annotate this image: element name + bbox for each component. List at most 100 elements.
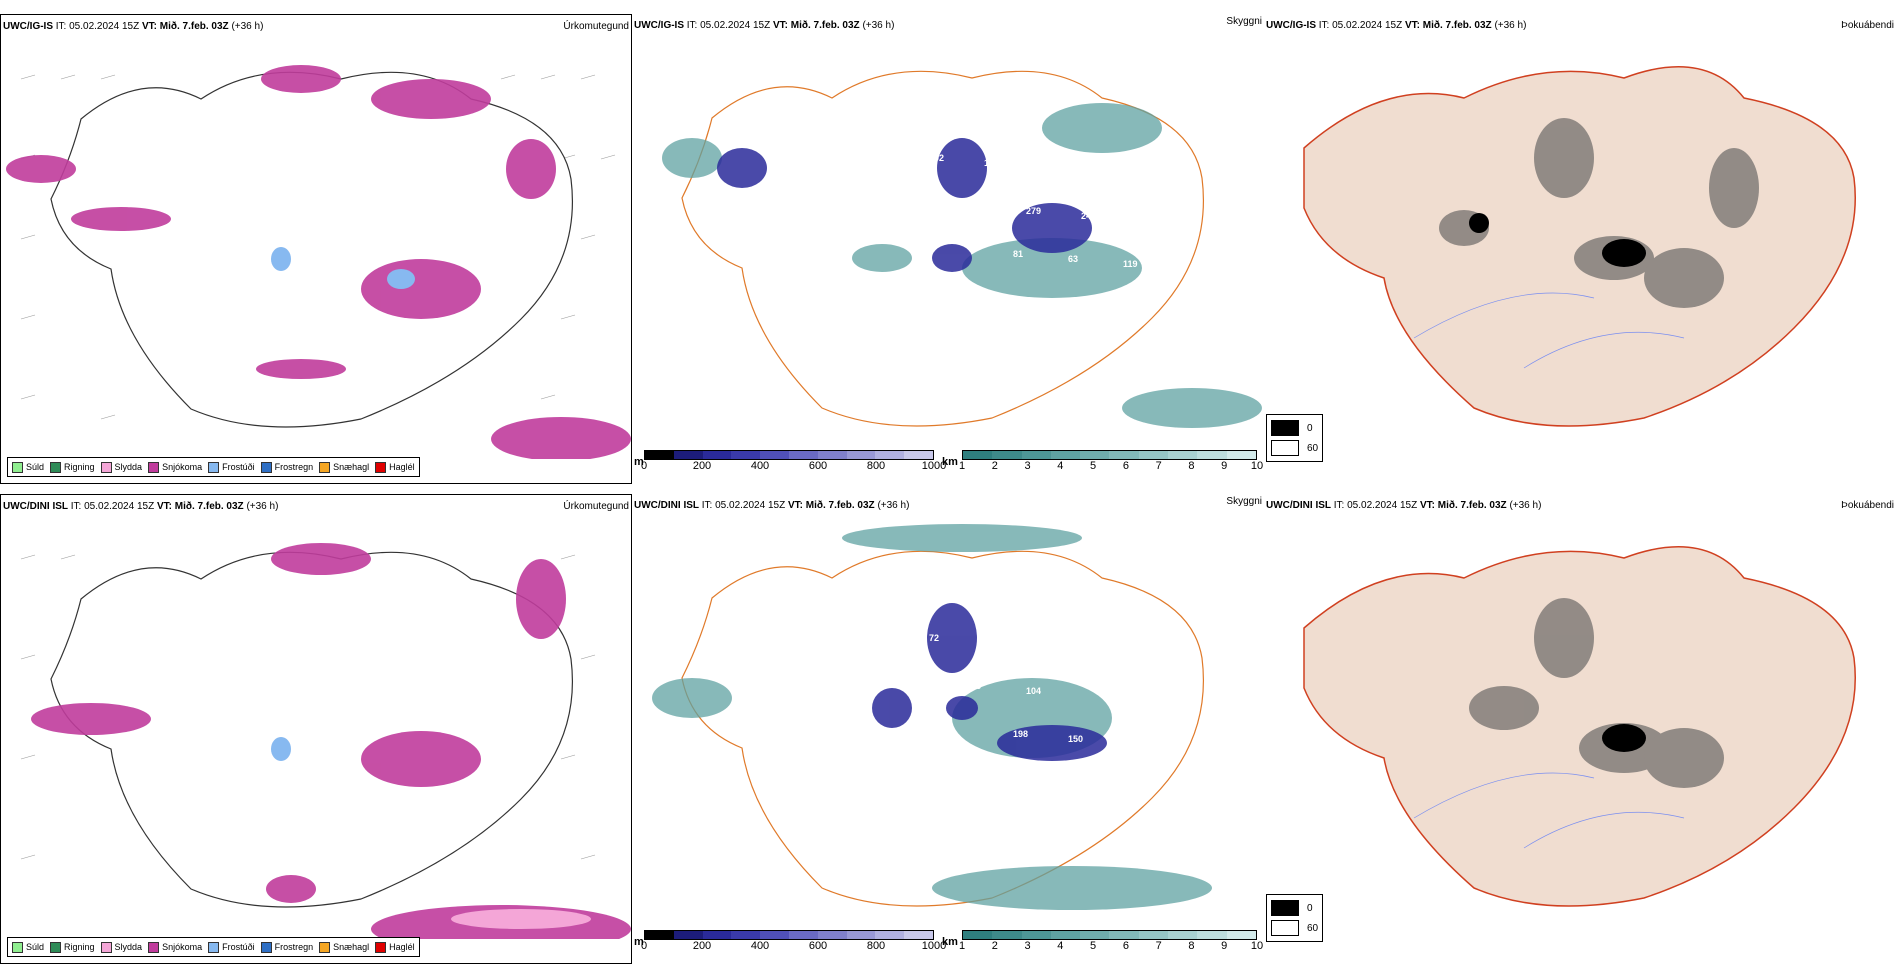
visibility-label: 350 [722, 90, 737, 100]
legend-item: Frostúði [208, 941, 255, 953]
colorbar-tick: 10 [1250, 940, 1264, 952]
model-name: UWC/IG-IS [3, 21, 53, 32]
legend-item: Haglél [375, 461, 415, 473]
colorbar-segment [731, 931, 761, 939]
panel-title: Skyggni [1226, 496, 1262, 507]
colorbar-segment [760, 931, 789, 939]
fog-panel-bottom: UWC/DINI ISL IT: 05.02.2024 15Z VT: Mið.… [1264, 494, 1896, 964]
colorbar-tick: 8 [1188, 460, 1195, 472]
fog-map [1303, 66, 1856, 427]
visibility-label: 702 [929, 153, 944, 163]
visibility-label: 704 [832, 100, 847, 110]
colorbar-tick: 4 [1057, 460, 1064, 472]
colorbar-tick: 400 [750, 940, 770, 952]
panel-header: UWC/DINI ISL IT: 05.02.2024 15Z VT: Mið.… [1266, 500, 1894, 511]
colorbar-tick: 0 [640, 460, 648, 472]
vis-unit: km [942, 936, 958, 948]
legend-item: Snæhagl [319, 461, 369, 473]
colorbar-tick: 600 [808, 460, 828, 472]
visibility-label: 312 [984, 638, 999, 648]
colorbar-segment [1197, 451, 1227, 459]
precip-legend: Súld Rigning Slydda Snjókoma Frostúði Fr… [7, 937, 420, 957]
colorbar-segment [992, 451, 1022, 459]
legend-item: Snjókoma [148, 461, 202, 473]
visibility-label: 735 [803, 269, 818, 279]
fog-legend-item: 60 [1271, 438, 1318, 458]
colorbar-segment [645, 931, 674, 939]
vis-unit: km [942, 456, 958, 468]
panel-header: UWC/IG-IS IT: 05.02.2024 15Z VT: Mið. 7.… [634, 16, 1262, 31]
colorbar-segment [1109, 451, 1139, 459]
lead-time: (+36 h) [231, 21, 264, 32]
visibility-label: 72 [929, 633, 939, 643]
visibility-label: 69 [1123, 739, 1133, 749]
colorbar-segment [673, 451, 703, 459]
visibility-label: 180 [887, 105, 902, 115]
colorbar-segment [1197, 931, 1227, 939]
vis-colorbar: 1 2 3 4 5 6 7 8 9 10 [958, 930, 1263, 954]
valid-time: Mið. 7.feb. 03Z [174, 501, 244, 512]
cloud-colorbar: 0 200 400 600 800 1000 [640, 930, 946, 954]
fog-legend-item: 0 [1271, 898, 1318, 918]
fog-legend: 0 60 [1266, 414, 1324, 462]
fog-legend-item: 0 [1271, 418, 1318, 438]
visibility-label: 137 [984, 158, 999, 168]
colorbar-segment [1138, 931, 1169, 939]
colorbar-segment [702, 931, 732, 939]
colorbar-segment [963, 451, 993, 459]
colorbar-tick: 200 [692, 460, 712, 472]
colorbar-segment [673, 931, 703, 939]
colorbar-tick: 3 [1024, 460, 1031, 472]
cloud-colorbar: 0 200 400 600 800 1000 [640, 450, 946, 474]
vis-panel-top: UWC/IG-IS IT: 05.02.2024 15Z VT: Mið. 7.… [632, 14, 1264, 484]
cloud-unit: m [634, 456, 644, 468]
colorbar-tick: 8 [1188, 940, 1195, 952]
colorbar-segment [1109, 931, 1139, 939]
colorbar-tick: 2 [991, 940, 998, 952]
colorbar-tick: 3 [1024, 940, 1031, 952]
colorbar-segment [1226, 931, 1256, 939]
legend-item: Frostúði [208, 461, 255, 473]
visibility-label: 333 [874, 628, 889, 638]
colorbar-tick: 800 [866, 940, 886, 952]
colorbar-segment [731, 451, 761, 459]
colorbar-tick: 2 [991, 460, 998, 472]
visibility-label: 160 [845, 317, 860, 327]
colorbar-tick: 5 [1090, 940, 1097, 952]
colorbar-tick: 0 [640, 940, 648, 952]
visibility-label: 74 [819, 623, 829, 633]
colorbar-tick: 800 [866, 460, 886, 472]
visibility-label: 84 [735, 307, 745, 317]
precip-map [20, 543, 631, 939]
colorbar-segment [846, 931, 876, 939]
fog-legend: 0 60 [1266, 894, 1324, 942]
visibility-label: 81 [1013, 249, 1023, 259]
visibility-label: 100 [874, 148, 889, 158]
legend-item: Frostregn [260, 941, 313, 953]
colorbar-segment [1168, 931, 1198, 939]
visibility-label: 130 [1110, 782, 1125, 792]
visibility-label: 279 [1026, 206, 1041, 216]
colorbar-tick: 1 [958, 940, 966, 952]
panel-title: Skyggni [1226, 16, 1262, 27]
legend-item: Snæhagl [319, 941, 369, 953]
init-time: 05.02.2024 15Z [84, 501, 155, 512]
precip-map [6, 65, 631, 459]
fog-panel-top: UWC/IG-IS IT: 05.02.2024 15Z VT: Mið. 7.… [1264, 14, 1896, 484]
visibility-label: 244 [1081, 211, 1096, 221]
colorbar-segment [1168, 451, 1198, 459]
visibility-label: 116 [971, 201, 986, 211]
vis-panel-bottom: UWC/DINI ISL IT: 05.02.2024 15Z VT: Mið.… [632, 494, 1264, 964]
colorbar-segment [1226, 451, 1256, 459]
colorbar-segment [788, 931, 818, 939]
colorbar-segment [1021, 931, 1051, 939]
colorbar-tick: 7 [1155, 460, 1162, 472]
colorbar-segment [760, 451, 789, 459]
visibility-label: 111 [942, 110, 956, 120]
legend-item: Snjókoma [148, 941, 202, 953]
colorbar-segment [1080, 931, 1110, 939]
valid-time: Mið. 7.feb. 03Z [159, 21, 229, 32]
visibility-label: 111 [916, 676, 930, 686]
legend-item: Súld [12, 941, 44, 953]
cloud-unit: m [634, 936, 644, 948]
